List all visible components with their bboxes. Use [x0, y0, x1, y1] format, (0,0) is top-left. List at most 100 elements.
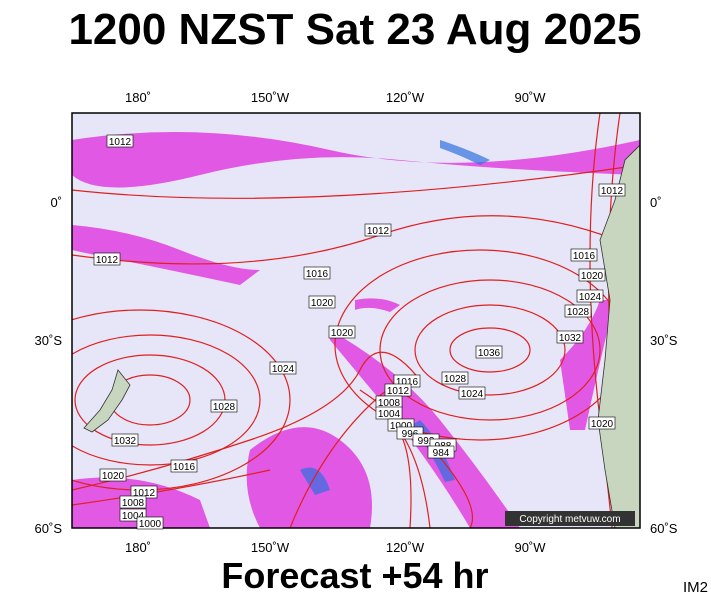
- isobar-value: 1024: [579, 292, 602, 303]
- isobar-label: 1020: [578, 268, 606, 282]
- isobar-label-bg: [111, 433, 139, 447]
- isobar-label: 1016: [570, 248, 598, 262]
- isobar-label-bg: [427, 445, 455, 459]
- isobar-label-bg: [328, 325, 356, 339]
- isobar-value: 1004: [378, 409, 401, 420]
- isobar-label-bg: [106, 134, 134, 148]
- isobar-value: 1024: [461, 389, 484, 400]
- isobar-label-bg: [576, 289, 604, 303]
- isobar-value: 1012: [387, 386, 410, 397]
- isobar-value: 1012: [367, 226, 390, 237]
- title: 1200 NZST Sat 23 Aug 2025: [68, 5, 641, 54]
- isobar-label-bg: [308, 295, 336, 309]
- isobar-label-bg: [570, 248, 598, 262]
- isobar-label: 1020: [308, 295, 336, 309]
- isobar-value: 1012: [133, 488, 156, 499]
- isobar-label: 1024: [269, 361, 297, 375]
- isobar-label-bg: [578, 268, 606, 282]
- isobar-label: 1020: [328, 325, 356, 339]
- isobar-label-bg: [269, 361, 297, 375]
- forecast-label: Forecast +54 hr: [221, 555, 488, 596]
- lon-label: 120˚W: [386, 540, 425, 555]
- isobar-label-bg: [556, 330, 584, 344]
- isobar-label: 1020: [99, 468, 127, 482]
- isobar-label: 1016: [303, 266, 331, 280]
- isobar-value: 1032: [114, 436, 137, 447]
- isobar-value: 1020: [311, 298, 334, 309]
- isobar-label-bg: [136, 516, 164, 530]
- isobar-value: 1020: [102, 471, 125, 482]
- isobar-label-bg: [441, 371, 469, 385]
- lon-label: 90˚W: [514, 90, 546, 105]
- lon-label: 90˚W: [514, 540, 546, 555]
- isobar-label: 1000: [136, 516, 164, 530]
- lon-label: 180˚: [125, 540, 151, 555]
- isobar-label-bg: [564, 304, 592, 318]
- isobar-value: 1000: [390, 421, 413, 432]
- map-frame: [71, 112, 641, 529]
- isobar-label: 1028: [210, 399, 238, 413]
- isobar-label-bg: [210, 399, 238, 413]
- isobar-value: 1012: [96, 255, 119, 266]
- isobar-label: 1012: [384, 383, 412, 397]
- lon-label: 120˚W: [386, 90, 425, 105]
- isobar-value: 1016: [396, 377, 419, 388]
- isobar-label: 1036: [475, 345, 503, 359]
- isobar-label: 1032: [556, 330, 584, 344]
- copyright: Copyright metvuw.com: [519, 514, 620, 525]
- isobar-label-bg: [93, 252, 121, 266]
- isobar-label-bg: [364, 223, 392, 237]
- isobar-value: 1020: [581, 271, 604, 282]
- isobar-label: 1012: [364, 223, 392, 237]
- isobar-label: 1020: [588, 416, 616, 430]
- isobar-value: 1036: [478, 348, 501, 359]
- isobar-value: 1012: [109, 137, 132, 148]
- isobar-value: 1016: [573, 251, 596, 262]
- isobar-value: 992: [418, 436, 435, 447]
- lat-label: 60˚S: [650, 521, 678, 536]
- lat-label: 30˚S: [35, 333, 63, 348]
- isobar-label: 1028: [441, 371, 469, 385]
- lat-label: 30˚S: [650, 333, 678, 348]
- image-id: IM2: [683, 579, 708, 596]
- isobar-label-bg: [598, 183, 626, 197]
- isobar-value: 1016: [173, 462, 196, 473]
- isobar-label: 1016: [170, 459, 198, 473]
- isobar-value: 1028: [444, 374, 467, 385]
- isobar-value: 1020: [331, 328, 354, 339]
- isobar-value: 1000: [139, 519, 162, 530]
- isobar-value: 1012: [601, 186, 624, 197]
- isobar-value: 1028: [567, 307, 590, 318]
- isobar-label: 1008: [119, 495, 147, 509]
- isobar-value: 1008: [122, 498, 145, 509]
- isobar-label: 1024: [458, 386, 486, 400]
- isobar-label: 984: [427, 445, 455, 459]
- isobar-value: 1008: [378, 398, 401, 409]
- isobar-value: 1016: [306, 269, 329, 280]
- map-area: [72, 113, 640, 528]
- isobar-label-bg: [170, 459, 198, 473]
- isobar-label-bg: [99, 468, 127, 482]
- isobar-label-bg: [588, 416, 616, 430]
- isobars-lines: [72, 113, 640, 528]
- isobar-label: 1024: [576, 289, 604, 303]
- isobar-value: 984: [433, 448, 450, 459]
- isobar-label: 1004: [375, 406, 403, 420]
- isobar-label: 1012: [106, 134, 134, 148]
- isobar-label: 1028: [564, 304, 592, 318]
- isobar-value: 1004: [122, 511, 145, 522]
- lon-label: 150˚W: [251, 540, 290, 555]
- lon-label: 180˚: [125, 90, 151, 105]
- isobar-label-bg: [303, 266, 331, 280]
- lon-label: 150˚W: [251, 90, 290, 105]
- lat-label: 0˚: [650, 195, 662, 210]
- isobar-label: 1032: [111, 433, 139, 447]
- isobar-label-bg: [475, 345, 503, 359]
- isobar-value: 1024: [272, 364, 295, 375]
- isobar-label-bg: [458, 386, 486, 400]
- copyright-bg: [505, 511, 635, 526]
- isobar-value: 1032: [559, 333, 582, 344]
- lat-label: 0˚: [50, 195, 62, 210]
- isobar-label: 1012: [93, 252, 121, 266]
